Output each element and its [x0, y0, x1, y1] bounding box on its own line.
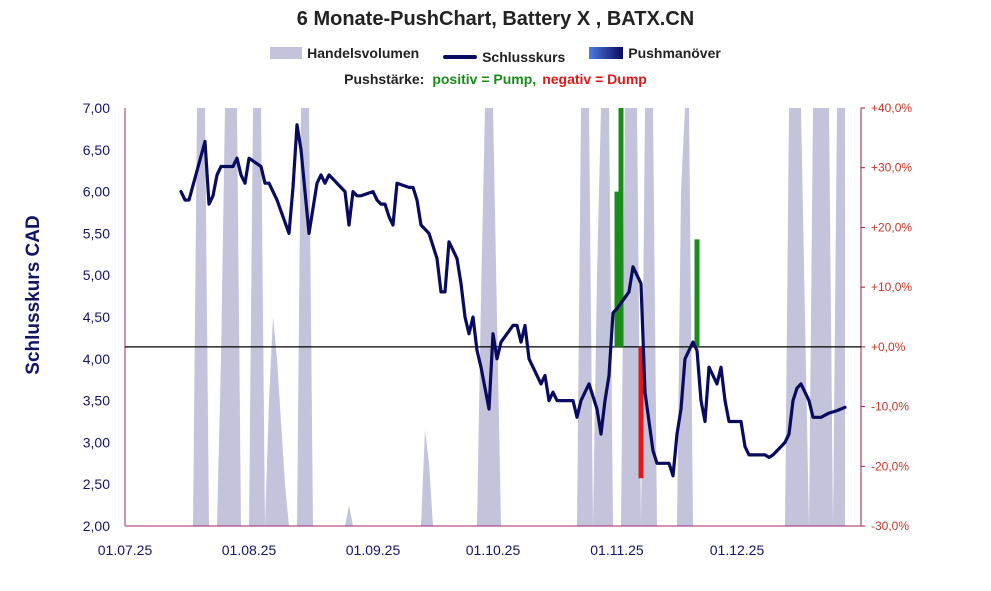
legend-item-close: Schlusskurs [443, 49, 565, 65]
y-tick-label: 4,50 [83, 309, 110, 325]
chart-title: 6 Monate-PushChart, Battery X , BATX.CN [296, 8, 695, 30]
close-price-line [179, 123, 847, 478]
y2-tick-label: +30,0% [871, 161, 912, 175]
y-tick-label: 2,50 [83, 476, 110, 492]
y-tick-label: 2,00 [83, 518, 110, 534]
y2-tick-label: +20,0% [871, 220, 912, 234]
push-strength-label: Pushstärke: [344, 71, 425, 87]
y2-tick-label: +0,0% [871, 340, 906, 354]
push-bar-pump [694, 239, 700, 347]
y-tick-label: 4,00 [83, 351, 110, 367]
volume-area [193, 108, 845, 526]
y2-tick-label: -30,0% [871, 519, 909, 533]
x-tick-label: 01.11.25 [590, 542, 644, 558]
legend-label-volume: Handelsvolumen [307, 45, 420, 61]
push-bar-dump [638, 346, 644, 479]
x-tick-label: 01.09.25 [346, 542, 401, 558]
y-tick-label: 6,00 [83, 184, 110, 200]
y-axis-title: Schlusskurs CAD [23, 215, 44, 375]
x-tick-label: 01.10.25 [466, 542, 521, 558]
x-tick-label: 01.12.25 [710, 542, 765, 558]
y2-tick-label: +10,0% [871, 280, 912, 294]
push-bar-pump [614, 191, 620, 347]
push-strength-legend: Pushstärke: positiv = Pump, negativ = Dump [0, 71, 991, 87]
y2-tick-label: +40,0% [871, 101, 912, 115]
x-tick-label: 01.08.25 [222, 542, 277, 558]
legend-label-close: Schlusskurs [482, 49, 566, 65]
y2-tick-label: -20,0% [871, 459, 909, 473]
y-tick-label: 7,00 [83, 100, 110, 116]
legend-swatch-volume [270, 47, 303, 59]
chart-legend: Handelsvolumen Schlusskurs Pushmanöver [0, 45, 991, 65]
legend-label-push: Pushmanöver [628, 45, 721, 61]
y-tick-label: 5,00 [83, 267, 110, 283]
y-tick-label: 3,50 [83, 393, 110, 409]
legend-swatch-push [589, 47, 624, 59]
legend-item-volume: Handelsvolumen [270, 45, 419, 61]
push-positive-label: positiv = Pump, [432, 71, 537, 87]
push-bar-pump [618, 108, 624, 347]
legend-item-push: Pushmanöver [589, 45, 721, 61]
y-tick-label: 5,50 [83, 225, 110, 241]
x-tick-label: 01.07.25 [98, 542, 153, 558]
push-negative-label: negativ = Dump [542, 71, 647, 87]
legend-swatch-close [443, 55, 478, 59]
y-tick-label: 6,50 [83, 142, 110, 158]
y-tick-label: 3,00 [83, 434, 110, 450]
y2-tick-label: -10,0% [871, 400, 909, 414]
